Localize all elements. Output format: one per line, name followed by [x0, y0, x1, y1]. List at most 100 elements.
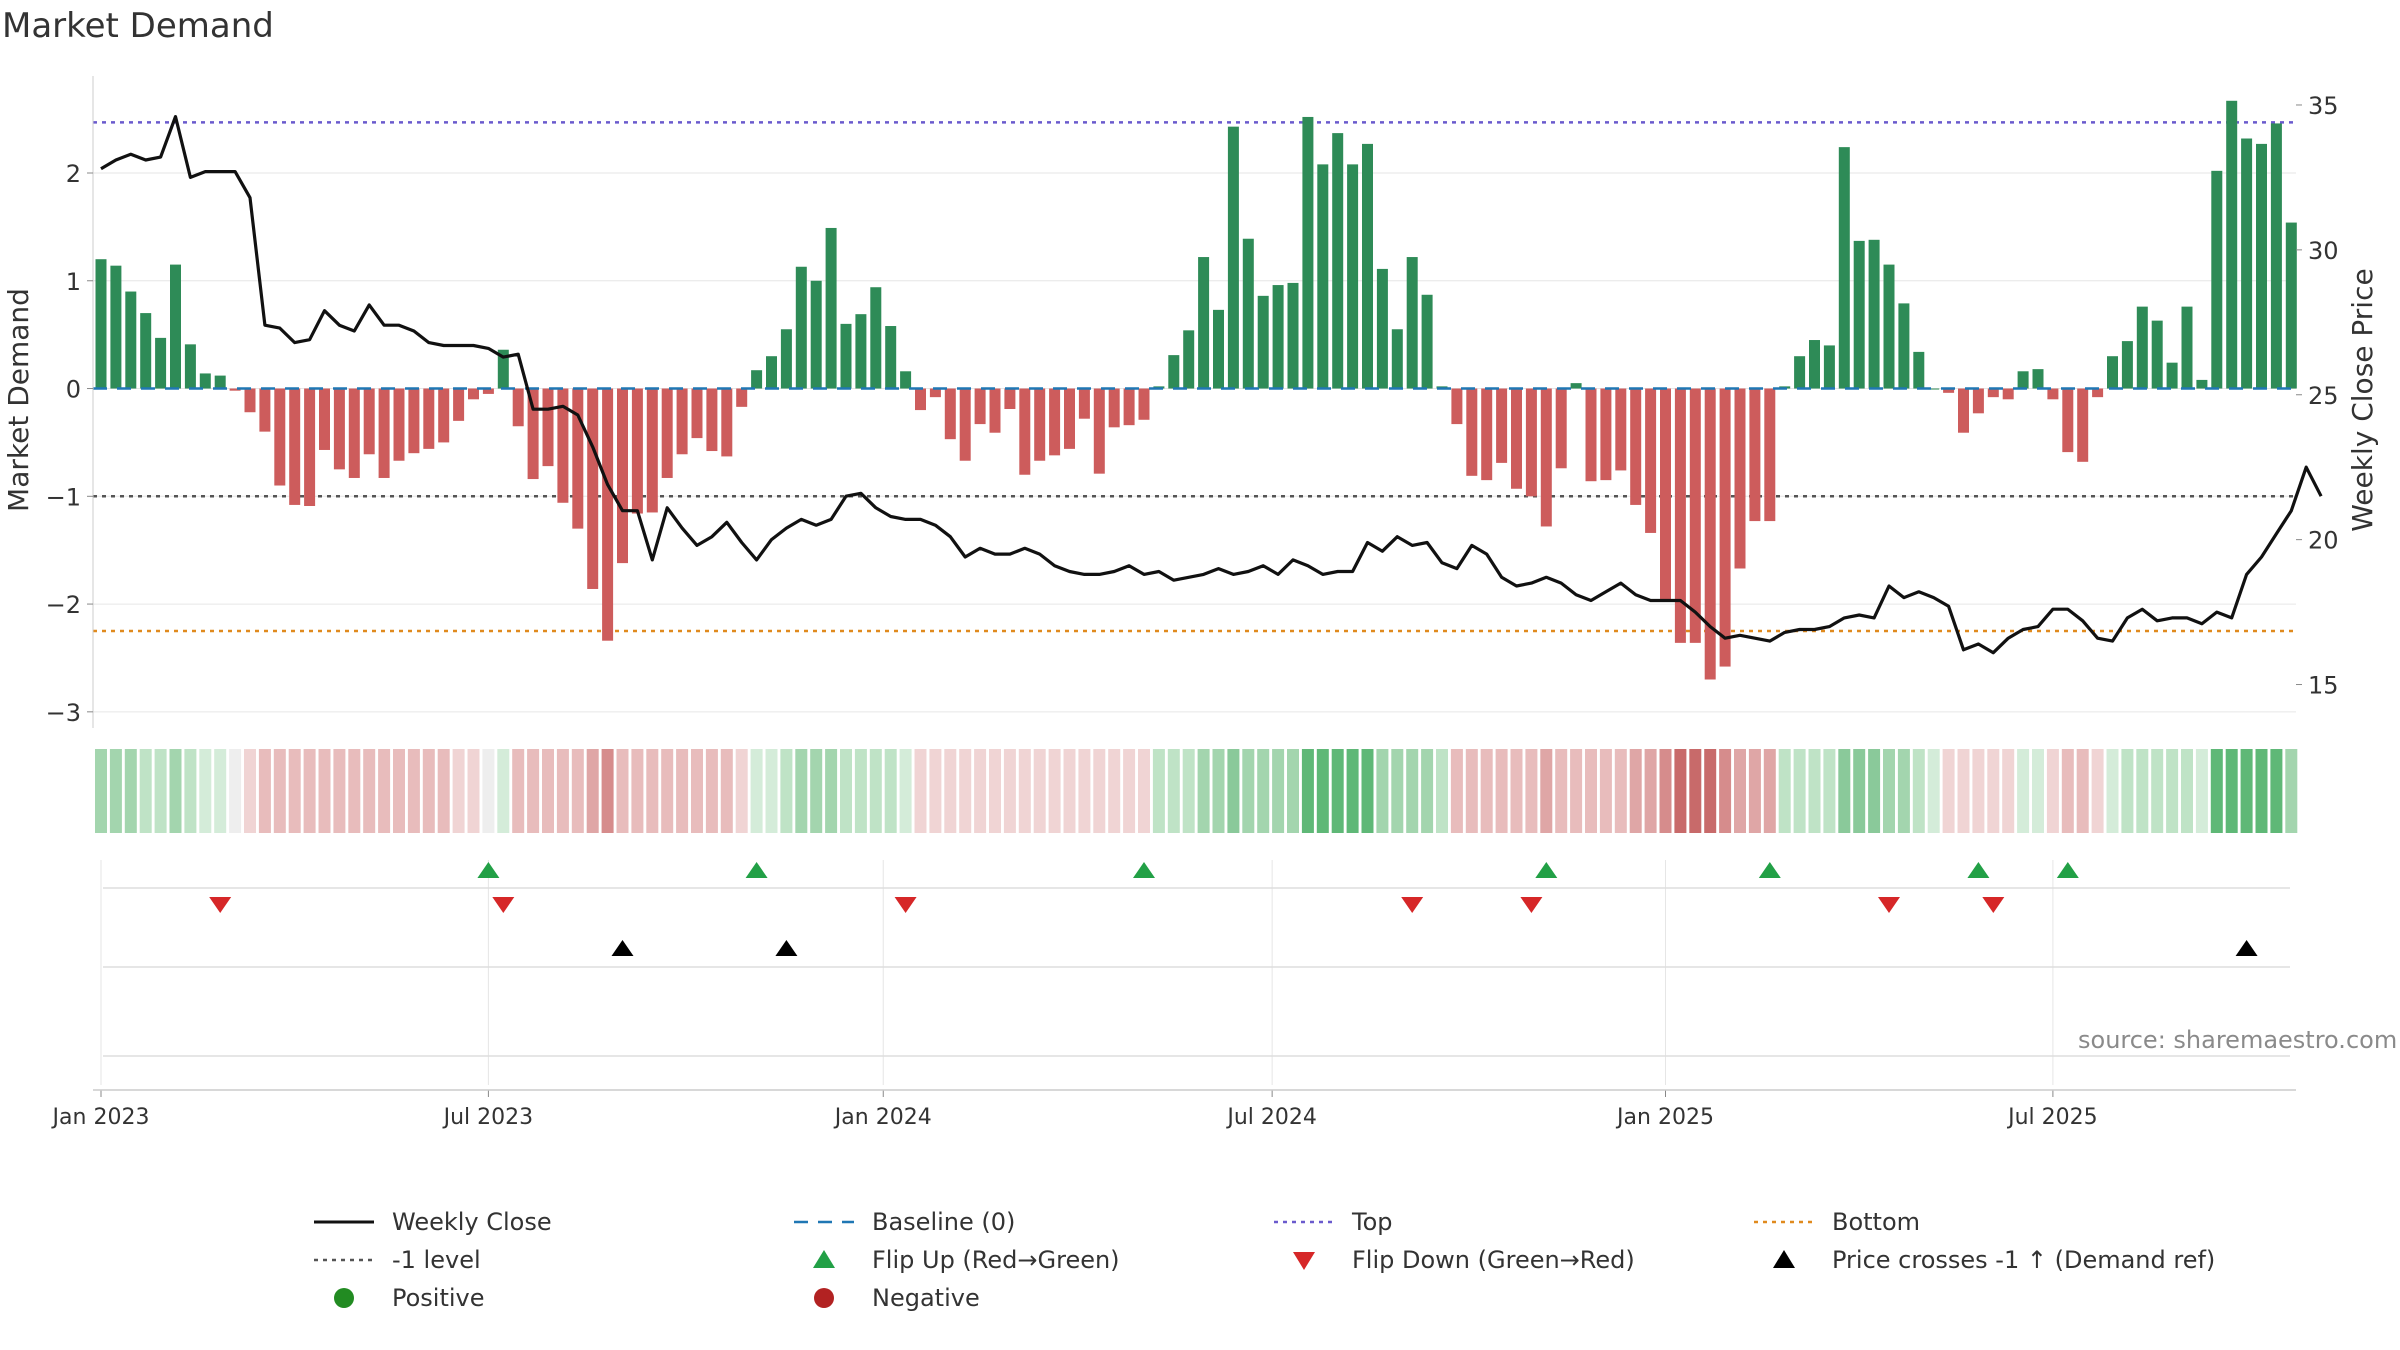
demand-bar-positive — [1853, 240, 1865, 389]
demand-bar-positive — [1838, 147, 1850, 389]
demand-bar-negative — [348, 388, 360, 478]
demand-bar-negative — [1138, 388, 1150, 420]
demand-bar-positive — [1913, 351, 1925, 389]
weekly-close-series — [100, 114, 2323, 655]
strip-cell — [720, 749, 733, 833]
demand-bar-positive — [1823, 345, 1835, 389]
strip-cell — [989, 749, 1001, 833]
strip-cell — [571, 749, 584, 833]
strip-cell — [1480, 749, 1493, 833]
strip-cell — [705, 749, 718, 833]
demand-bar-positive — [1287, 282, 1299, 389]
demand-bar-negative — [1764, 388, 1776, 522]
demand-bar-positive — [1391, 329, 1403, 389]
demand-bar-negative — [1615, 388, 1627, 471]
legend-dotted-line-icon — [312, 1248, 376, 1272]
demand-bar-negative — [333, 388, 345, 470]
demand-bar-negative — [2062, 388, 2074, 453]
demand-bar-positive — [497, 349, 509, 389]
strip-cell — [467, 749, 480, 833]
strip-cell — [437, 749, 450, 833]
strip-cell — [363, 749, 376, 833]
strip-cell — [780, 749, 793, 833]
left-axis-label: Market Demand — [2, 288, 35, 512]
strip-cell — [2285, 749, 2298, 833]
flip-down-marker — [1520, 897, 1543, 913]
legend: Weekly Close -1 level Positive Baseline … — [0, 1208, 2400, 1328]
strip-cell — [601, 749, 614, 833]
strip-cell — [1212, 749, 1225, 833]
demand-bar-positive — [170, 264, 181, 389]
demand-bar-negative — [1064, 388, 1075, 449]
demand-bar-negative — [944, 388, 956, 440]
strip-cell — [1868, 749, 1881, 833]
strip-cell — [2121, 749, 2134, 833]
demand-bar-positive — [1213, 309, 1224, 389]
demand-bar-negative — [1511, 388, 1522, 489]
strip-cell — [2151, 749, 2164, 833]
strip-cell — [1540, 749, 1553, 833]
demand-bar-positive — [1317, 164, 1329, 389]
strip-cell — [1033, 749, 1046, 833]
demand-bar-negative — [631, 388, 643, 514]
demand-bar-negative — [1660, 388, 1671, 602]
demand-bar-negative — [915, 388, 926, 411]
strip-cell — [1987, 749, 2000, 833]
demand-bar-negative — [661, 388, 673, 478]
demand-bar-positive — [95, 259, 107, 389]
demand-bar-negative — [1019, 388, 1031, 475]
legend-label: Bottom — [1832, 1208, 1921, 1236]
axes: 2 1 0 −1 −2 −3 35 30 25 20 15 Jan 2023 Jul 2023 Jan 2… — [46, 76, 2339, 1130]
legend-label: Price crosses -1 ↑ (Demand ref) — [1832, 1246, 2216, 1274]
demand-bar-positive — [1362, 143, 1373, 389]
strip-cell — [631, 749, 644, 833]
strip-cell — [646, 749, 659, 833]
right-tick-label: 30 — [2308, 237, 2339, 265]
demand-bar-negative — [1972, 388, 1984, 414]
demand-bar-negative — [1525, 388, 1537, 497]
strip-cell — [1510, 749, 1523, 833]
demand-bar-positive — [2107, 356, 2118, 389]
demand-bar-positive — [2151, 320, 2163, 389]
demand-bar-positive — [780, 329, 792, 389]
strip-cell — [1972, 749, 1985, 833]
strip-cell — [1138, 749, 1150, 833]
demand-bar-negative — [1719, 388, 1731, 667]
strip-cell — [1704, 749, 1717, 833]
demand-bar-positive — [2017, 371, 2029, 389]
demand-bar-negative — [1749, 388, 1761, 522]
demand-bar-negative — [557, 388, 569, 503]
flip-down-marker — [209, 897, 232, 913]
strip-cell — [318, 749, 331, 833]
demand-bar-negative — [602, 388, 614, 641]
demand-bar-negative — [2002, 388, 2014, 400]
strip-cell — [735, 749, 748, 833]
demand-bar-negative — [1630, 388, 1642, 505]
strip-cell — [765, 749, 778, 833]
strip-cell — [2106, 749, 2119, 833]
demand-bar-positive — [2285, 222, 2297, 389]
left-tick-label: −1 — [46, 483, 81, 511]
strip-cell — [1182, 749, 1195, 833]
strip-cell — [2240, 749, 2253, 833]
demand-bar-positive — [855, 314, 867, 389]
flip-up-marker — [1967, 862, 1990, 878]
demand-bar-negative — [1540, 388, 1552, 527]
strip-cell — [1406, 749, 1419, 833]
demand-bar-negative — [1674, 388, 1686, 643]
demand-bar-negative — [1555, 388, 1567, 469]
demand-bar-positive — [1227, 126, 1239, 389]
strip-cell — [1957, 749, 1970, 833]
demand-bar-positive — [795, 266, 807, 389]
strip-cell — [1361, 749, 1374, 833]
strip-cell — [1599, 749, 1612, 833]
strip-cell — [2255, 749, 2268, 833]
demand-bar-positive — [184, 344, 196, 389]
x-tick-label: Jan 2024 — [833, 1105, 932, 1130]
demand-bar-positive — [125, 291, 137, 389]
flip-down-marker — [492, 897, 515, 913]
strip-cell — [1257, 749, 1270, 833]
strip-cell — [348, 749, 361, 833]
strip-cell — [1376, 749, 1389, 833]
strip-cell — [1823, 749, 1836, 833]
